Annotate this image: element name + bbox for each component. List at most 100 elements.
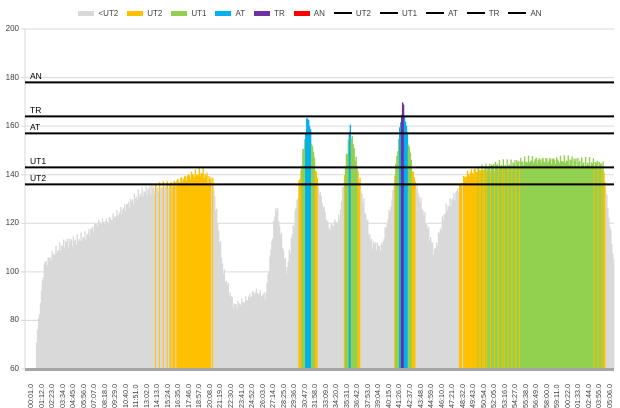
hr-bar (95, 223, 98, 369)
hr-bar (490, 171, 492, 369)
hr-bar (334, 219, 336, 369)
hr-bar (283, 258, 286, 369)
hr-bar (119, 212, 121, 369)
hr-bar (560, 161, 563, 369)
hr-bar (512, 162, 514, 369)
hr-bar (193, 177, 196, 369)
x-tick-label: 11:51.0 (131, 384, 141, 408)
x-tick-label: 47:21.0 (447, 384, 457, 408)
hr-bar (170, 181, 172, 369)
hr-bar (172, 183, 174, 369)
hr-bar (241, 298, 243, 369)
hr-bar (260, 296, 262, 369)
hr-bar (464, 177, 467, 369)
hr-bar (523, 156, 526, 369)
hr-bar (583, 162, 585, 369)
x-tick-label: 13:02.0 (141, 384, 151, 408)
hr-bar (368, 234, 370, 369)
hr-bar (202, 168, 204, 369)
hr-bar (109, 217, 111, 369)
hr-bar (240, 305, 242, 369)
hr-bar (312, 151, 315, 369)
hr-bar (267, 273, 269, 369)
hr-bar (489, 163, 491, 369)
hr-bar (146, 195, 148, 369)
hr-bar (433, 248, 436, 369)
x-tick-label: 05:06.0 (605, 384, 614, 408)
hr-bar (293, 226, 295, 369)
hr-bar (377, 245, 380, 369)
hr-bar (551, 163, 553, 369)
hr-bar (567, 155, 569, 369)
hr-bar (67, 247, 70, 369)
hr-bar (443, 214, 445, 369)
hr-bar (346, 154, 349, 369)
x-tick-label: 30:47.0 (299, 384, 309, 408)
hr-bar (97, 219, 100, 369)
hr-bar (524, 162, 527, 369)
hr-bar (191, 173, 194, 369)
hr-bar (87, 233, 89, 369)
hr-bar (300, 169, 302, 369)
hr-bar (228, 295, 230, 369)
hr-bar (323, 206, 325, 369)
hr-bar (215, 210, 217, 369)
legend-swatch (333, 12, 352, 14)
hr-bar (454, 199, 456, 369)
hr-bar (500, 164, 503, 369)
hr-bar (125, 203, 128, 369)
hr-bar (296, 199, 298, 369)
hr-bar (47, 257, 49, 369)
hr-bar (53, 253, 55, 369)
hr-bar (301, 165, 303, 369)
x-tick-label: 15:24.0 (162, 384, 172, 408)
hr-bar (437, 232, 440, 369)
hr-bar (374, 242, 377, 369)
hr-bar (574, 160, 576, 369)
hr-bar (327, 221, 329, 369)
hr-bar (543, 161, 545, 369)
hr-bar (573, 158, 575, 369)
legend-item-area-at: AT (215, 9, 245, 18)
hr-bar (63, 248, 66, 369)
hr-bar (528, 162, 531, 369)
hr-bar (468, 175, 471, 369)
hr-bar (133, 193, 136, 369)
x-tick-label: 28:25.0 (278, 384, 288, 408)
legend-label: AN (530, 8, 542, 18)
hr-bar (123, 207, 125, 369)
hr-bar (282, 250, 285, 369)
hr-bar (144, 192, 146, 369)
x-tick-label: 48:32.0 (457, 384, 467, 408)
y-tick-label: 100 (5, 266, 19, 276)
hr-bar (482, 170, 484, 369)
x-tick-label: 27:14.0 (268, 384, 278, 408)
hr-bar (485, 163, 487, 369)
hr-bar (143, 191, 145, 369)
hr-bar (527, 155, 530, 369)
legend-swatch (78, 10, 95, 16)
x-tick-label: 24:52.0 (247, 384, 257, 408)
hr-bar (390, 206, 392, 369)
x-tick-label: 56:49.0 (531, 384, 541, 408)
legend-item-area-tr: TR (254, 9, 285, 18)
hr-bar (307, 118, 309, 369)
x-tick-label: 02:44.0 (583, 384, 593, 408)
x-tick-label: 20:08.0 (204, 384, 214, 408)
x-tick-label: 35:31.0 (341, 384, 351, 408)
hr-bar (409, 152, 412, 369)
hr-bar (449, 198, 451, 369)
hr-bar (553, 160, 556, 369)
hr-bar (255, 288, 258, 369)
hr-bar (242, 302, 244, 369)
hr-bar (82, 237, 84, 369)
y-tick-label: 60 (10, 364, 19, 373)
hr-bar (231, 296, 233, 369)
hr-bar (127, 201, 130, 369)
hr-bar (444, 213, 446, 369)
hr-bar (309, 129, 312, 369)
hr-bar (194, 169, 197, 369)
hr-bar (233, 303, 235, 369)
hr-bar (85, 239, 87, 369)
hr-bar (270, 249, 272, 369)
